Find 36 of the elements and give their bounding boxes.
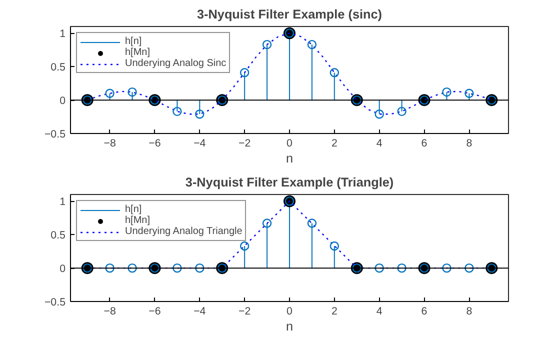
x-tick-label: −4: [194, 306, 206, 318]
x-tick-label: −8: [104, 306, 116, 318]
x-tick-label: 4: [376, 138, 382, 150]
y-tick-label: 0.5: [50, 230, 66, 242]
x-tick-label: 8: [466, 138, 472, 150]
x-tick-label: 0: [286, 138, 293, 150]
y-tick-label: 0: [60, 95, 66, 108]
y-tick-label: −0.5: [44, 128, 66, 140]
x-tick-label: 2: [331, 138, 338, 150]
x-tick-label: 6: [421, 306, 428, 318]
chart-title: 3-Nyquist Filter Example (sinc): [197, 8, 382, 22]
x-tick-label: 2: [331, 306, 338, 318]
x-tick-label: 6: [421, 138, 428, 150]
y-tick-label: 0: [60, 263, 66, 276]
x-tick-label: −4: [194, 138, 206, 150]
x-tick-label: 0: [286, 306, 293, 318]
x-tick-label: −2: [238, 138, 251, 150]
chart-title: 3-Nyquist Filter Example (Triangle): [185, 176, 394, 190]
legend-label: h[n]: [125, 36, 143, 47]
x-tick-label: −2: [238, 306, 251, 318]
legend-label: h[Mn]: [125, 215, 150, 226]
y-tick-label: 1: [60, 28, 66, 40]
x-axis-title: n: [286, 152, 294, 166]
x-tick-label: −6: [148, 306, 161, 318]
x-axis-title: n: [286, 320, 294, 334]
x-tick-label: −6: [148, 138, 161, 150]
y-tick-label: −0.5: [44, 296, 66, 308]
legend-label: h[n]: [125, 204, 143, 215]
x-tick-label: −8: [104, 138, 116, 150]
y-tick-label: 1: [60, 196, 66, 208]
y-tick-label: 0.5: [50, 62, 66, 74]
x-tick-label: 8: [466, 306, 472, 318]
legend-label: h[Mn]: [125, 47, 150, 58]
legend-label: Underying Analog Sinc: [125, 58, 226, 69]
x-tick-label: 4: [376, 306, 382, 318]
legend-label: Underying Analog Triangle: [125, 226, 242, 237]
